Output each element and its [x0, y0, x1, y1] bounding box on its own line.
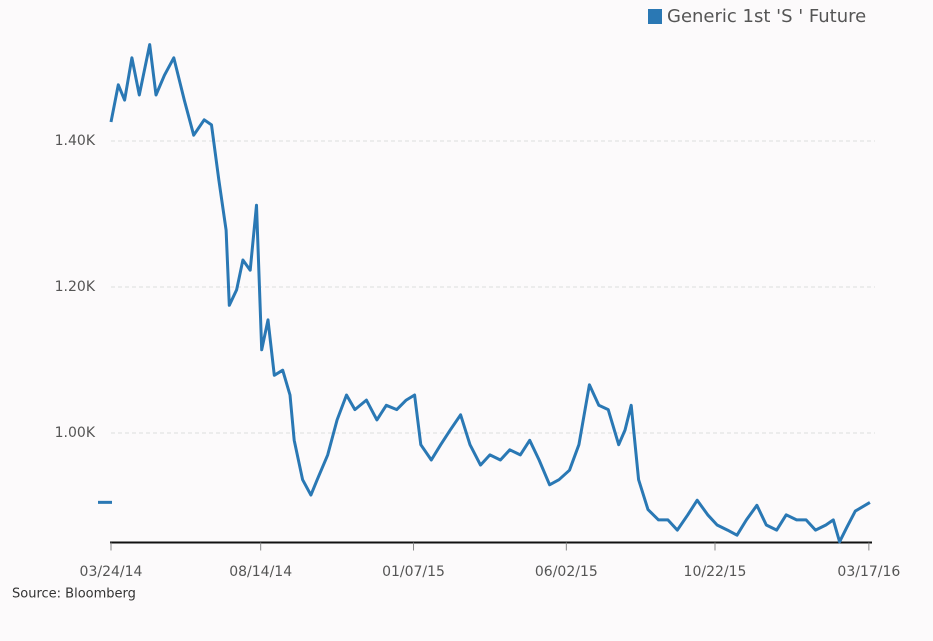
x-tick-label: 08/14/14 — [229, 564, 292, 580]
source: Source: Bloomberg — [12, 587, 136, 602]
x-tick-label: 10/22/15 — [684, 564, 747, 580]
legend-swatch — [648, 9, 662, 24]
line — [109, 43, 871, 544]
y-tick-label: 1.40K — [55, 133, 96, 149]
x-tick-label: 03/24/14 — [80, 564, 143, 580]
y-tick-label: 1.20K — [55, 279, 96, 295]
x-tick-label: 03/17/16 — [837, 564, 900, 580]
y-tick-label: 1.00K — [55, 425, 96, 441]
legend-label: Generic 1st 'S ' Future — [667, 6, 866, 27]
x-tick-label: 06/02/15 — [535, 564, 598, 580]
x-tick-label: 01/07/15 — [382, 564, 445, 580]
